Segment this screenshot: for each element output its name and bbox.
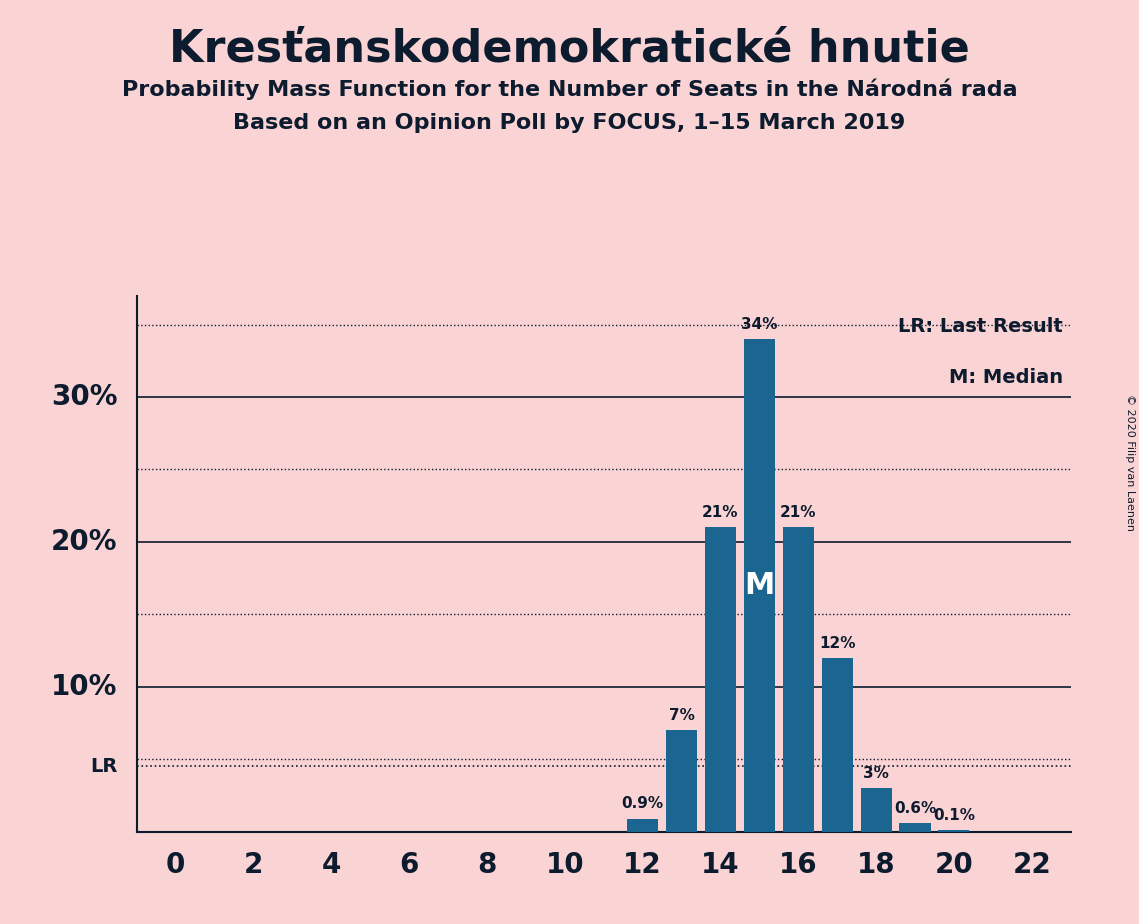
Text: 30%: 30%	[51, 383, 117, 411]
Bar	[666, 730, 697, 832]
Bar	[900, 823, 931, 832]
Text: Kresťanskodemokratické hnutie: Kresťanskodemokratické hnutie	[169, 28, 970, 71]
Text: M: Median: M: Median	[949, 368, 1063, 387]
Bar	[782, 528, 813, 832]
Text: Based on an Opinion Poll by FOCUS, 1–15 March 2019: Based on an Opinion Poll by FOCUS, 1–15 …	[233, 113, 906, 133]
Text: LR: LR	[90, 757, 117, 776]
Text: 12%: 12%	[819, 636, 855, 650]
Text: 0.6%: 0.6%	[894, 801, 936, 816]
Bar	[861, 788, 892, 832]
Text: 7%: 7%	[669, 708, 695, 723]
Text: 21%: 21%	[702, 505, 739, 520]
Text: M: M	[744, 571, 775, 600]
Bar	[744, 339, 775, 832]
Text: LR: Last Result: LR: Last Result	[899, 318, 1063, 336]
Bar	[626, 819, 658, 832]
Text: 21%: 21%	[780, 505, 817, 520]
Text: Probability Mass Function for the Number of Seats in the Národná rada: Probability Mass Function for the Number…	[122, 79, 1017, 100]
Text: 0.1%: 0.1%	[933, 808, 975, 823]
Bar	[705, 528, 736, 832]
Bar	[939, 830, 969, 832]
Text: 10%: 10%	[51, 673, 117, 700]
Text: 3%: 3%	[863, 766, 890, 781]
Text: 20%: 20%	[51, 528, 117, 556]
Bar	[821, 658, 853, 832]
Text: © 2020 Filip van Laenen: © 2020 Filip van Laenen	[1125, 394, 1134, 530]
Text: 0.9%: 0.9%	[622, 796, 664, 811]
Text: 34%: 34%	[741, 317, 778, 332]
